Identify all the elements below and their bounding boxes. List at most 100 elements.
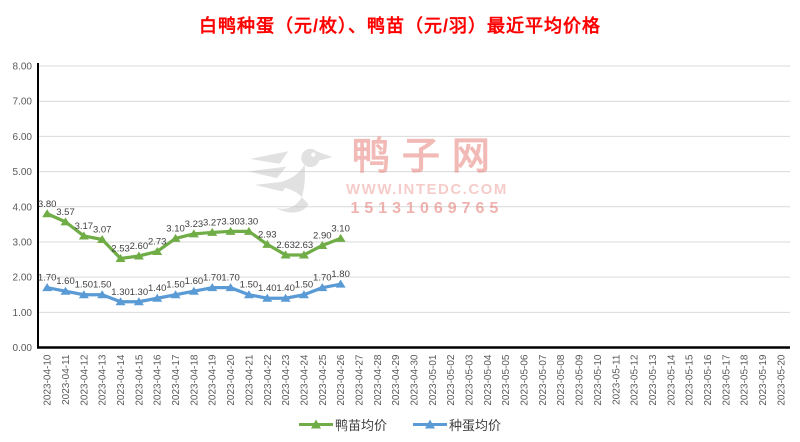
data-point-marker xyxy=(262,293,273,302)
data-label: 2.90 xyxy=(313,230,332,241)
x-tick-label: 2023-05-18 xyxy=(740,354,751,406)
x-tick-label: 2023-04-25 xyxy=(318,354,329,406)
data-point-marker xyxy=(78,231,89,240)
data-label: 1.70 xyxy=(38,273,57,284)
data-label: 2.63 xyxy=(276,240,295,251)
data-label: 1.80 xyxy=(331,269,350,280)
x-tick-label: 2023-04-18 xyxy=(189,354,200,406)
x-tick-label: 2023-05-10 xyxy=(593,354,604,406)
data-label: 1.30 xyxy=(111,287,130,298)
data-point-marker xyxy=(152,293,163,302)
x-tick-label: 2023-04-19 xyxy=(208,354,219,406)
x-tick-label: 2023-04-21 xyxy=(244,354,255,406)
x-tick-label: 2023-04-23 xyxy=(281,354,292,406)
data-point-marker xyxy=(262,239,273,248)
x-tick-label: 2023-05-16 xyxy=(703,354,714,406)
x-tick-label: 2023-05-02 xyxy=(446,354,457,406)
x-tick-label: 2023-04-29 xyxy=(391,354,402,406)
data-point-marker xyxy=(170,290,181,299)
data-label: 1.50 xyxy=(240,280,259,291)
x-tick-label: 2023-05-20 xyxy=(776,354,787,406)
data-label: 3.57 xyxy=(56,207,75,218)
legend-marker-icon xyxy=(413,419,447,428)
data-point-marker xyxy=(335,233,346,242)
data-label: 2.63 xyxy=(295,240,314,251)
data-point-marker xyxy=(97,290,108,299)
legend-item-1: 种蛋均价 xyxy=(413,415,501,434)
x-tick-label: 2023-04-16 xyxy=(153,354,164,406)
data-point-marker xyxy=(335,279,346,288)
data-label: 1.50 xyxy=(295,280,314,291)
x-tick-label: 2023-04-20 xyxy=(226,354,237,406)
data-point-marker xyxy=(42,209,53,218)
data-point-marker xyxy=(42,283,53,292)
y-tick-label: 1.00 xyxy=(13,308,33,319)
data-label: 2.53 xyxy=(111,243,130,254)
x-tick-label: 2023-04-30 xyxy=(410,354,421,406)
legend-item-0: 鸭苗均价 xyxy=(298,415,387,434)
data-point-marker xyxy=(280,293,291,302)
data-label: 1.40 xyxy=(258,283,277,294)
data-label: 1.40 xyxy=(148,283,167,294)
x-tick-label: 2023-05-01 xyxy=(428,354,439,406)
data-label: 3.17 xyxy=(75,221,94,232)
chart-legend: 鸭苗均价 种蛋均价 xyxy=(0,413,800,435)
data-point-marker xyxy=(243,290,254,299)
data-label: 2.60 xyxy=(130,241,149,252)
data-point-marker xyxy=(133,297,144,306)
y-tick-label: 0.00 xyxy=(13,343,33,354)
data-label: 3.30 xyxy=(240,216,259,227)
data-point-marker xyxy=(280,250,291,259)
chart-title: 白鸭种蛋（元/枚）、鸭苗（元/羽）最近平均价格 xyxy=(199,16,601,36)
data-label: 1.50 xyxy=(93,280,112,291)
x-tick-label: 2023-04-22 xyxy=(263,354,274,406)
data-label: 1.30 xyxy=(130,287,149,298)
y-tick-label: 7.00 xyxy=(13,97,33,108)
x-tick-label: 2023-04-14 xyxy=(116,354,127,406)
data-point-marker xyxy=(298,290,309,299)
data-label: 3.27 xyxy=(203,217,222,228)
data-label: 1.70 xyxy=(313,273,332,284)
x-tick-label: 2023-05-06 xyxy=(520,354,531,406)
data-label: 1.40 xyxy=(276,283,295,294)
data-label: 3.23 xyxy=(185,219,204,230)
y-tick-label: 3.00 xyxy=(13,237,33,248)
y-tick-label: 2.00 xyxy=(13,273,33,284)
x-tick-label: 2023-04-17 xyxy=(171,354,182,406)
data-label: 3.07 xyxy=(93,224,112,235)
data-point-marker xyxy=(188,286,199,295)
x-tick-label: 2023-05-15 xyxy=(685,354,696,406)
x-tick-label: 2023-05-11 xyxy=(611,354,622,405)
y-tick-label: 8.00 xyxy=(13,62,33,73)
data-point-marker xyxy=(133,251,144,260)
data-label: 1.60 xyxy=(185,276,204,287)
data-label: 3.80 xyxy=(38,199,57,210)
data-point-marker xyxy=(298,250,309,259)
data-point-marker xyxy=(60,286,71,295)
legend-marker-icon xyxy=(298,419,333,428)
data-point-marker xyxy=(188,229,199,238)
data-label: 2.73 xyxy=(148,236,167,247)
data-label: 1.70 xyxy=(203,273,222,284)
data-point-marker xyxy=(115,253,126,262)
data-label: 1.50 xyxy=(75,280,94,291)
x-tick-label: 2023-04-26 xyxy=(336,354,347,406)
y-tick-label: 5.00 xyxy=(13,167,33,178)
x-tick-label: 2023-04-15 xyxy=(134,354,145,406)
x-tick-label: 2023-05-03 xyxy=(465,354,476,406)
data-point-marker xyxy=(97,234,108,243)
x-tick-label: 2023-05-08 xyxy=(556,354,567,406)
data-point-marker xyxy=(170,233,181,242)
x-tick-label: 2023-05-14 xyxy=(666,354,677,406)
data-label: 3.10 xyxy=(166,223,185,234)
y-tick-label: 4.00 xyxy=(13,202,33,213)
data-point-marker xyxy=(225,226,236,235)
x-tick-label: 2023-05-13 xyxy=(648,354,659,406)
x-tick-label: 2023-05-09 xyxy=(575,354,586,406)
data-point-marker xyxy=(152,246,163,255)
data-point-marker xyxy=(317,240,328,249)
data-point-marker xyxy=(60,217,71,226)
data-point-marker xyxy=(243,226,254,235)
data-point-marker xyxy=(115,297,126,306)
